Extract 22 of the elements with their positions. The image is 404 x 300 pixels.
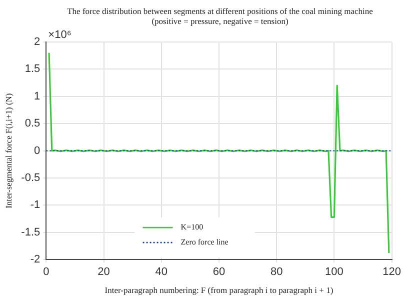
x-tick-label: 80 (270, 266, 283, 278)
text: ×10⁶ (48, 29, 72, 41)
y-axis-title: Inter-segmental force F(i,i+1) (N) (3, 93, 14, 208)
y-tick-label: -1.5 (21, 226, 40, 238)
y-tick-label: 1.5 (24, 63, 40, 76)
x-tick-label: 20 (98, 266, 110, 278)
x-tick-label: 0 (43, 266, 50, 278)
y-tick-label: -2 (30, 254, 40, 266)
x-tick-label: 60 (212, 266, 226, 278)
x-tick-label: 100 (325, 266, 344, 278)
legend-label: Zero force line (180, 238, 229, 247)
x-tick-label: 120 (382, 266, 402, 278)
y-tick-label: -1 (30, 199, 40, 212)
legend-label: K=100 (180, 222, 204, 232)
y-tick-label: 0.5 (24, 118, 40, 130)
y-tick-label: 1 (34, 90, 40, 102)
chart-title: The force distribution between segments at different positions of the coal mining machine (positive = pressure, negative = tension) (66, 6, 374, 26)
y-tick-label: 2 (34, 36, 40, 48)
y-tick-label: -0.5 (21, 172, 40, 184)
x-axis-title: Inter-paragraph numbering: F (from paragraph i to paragraph i + 1) (104, 285, 334, 296)
x-tick-label: 40 (155, 266, 168, 278)
y-tick-label: 0 (34, 144, 40, 157)
